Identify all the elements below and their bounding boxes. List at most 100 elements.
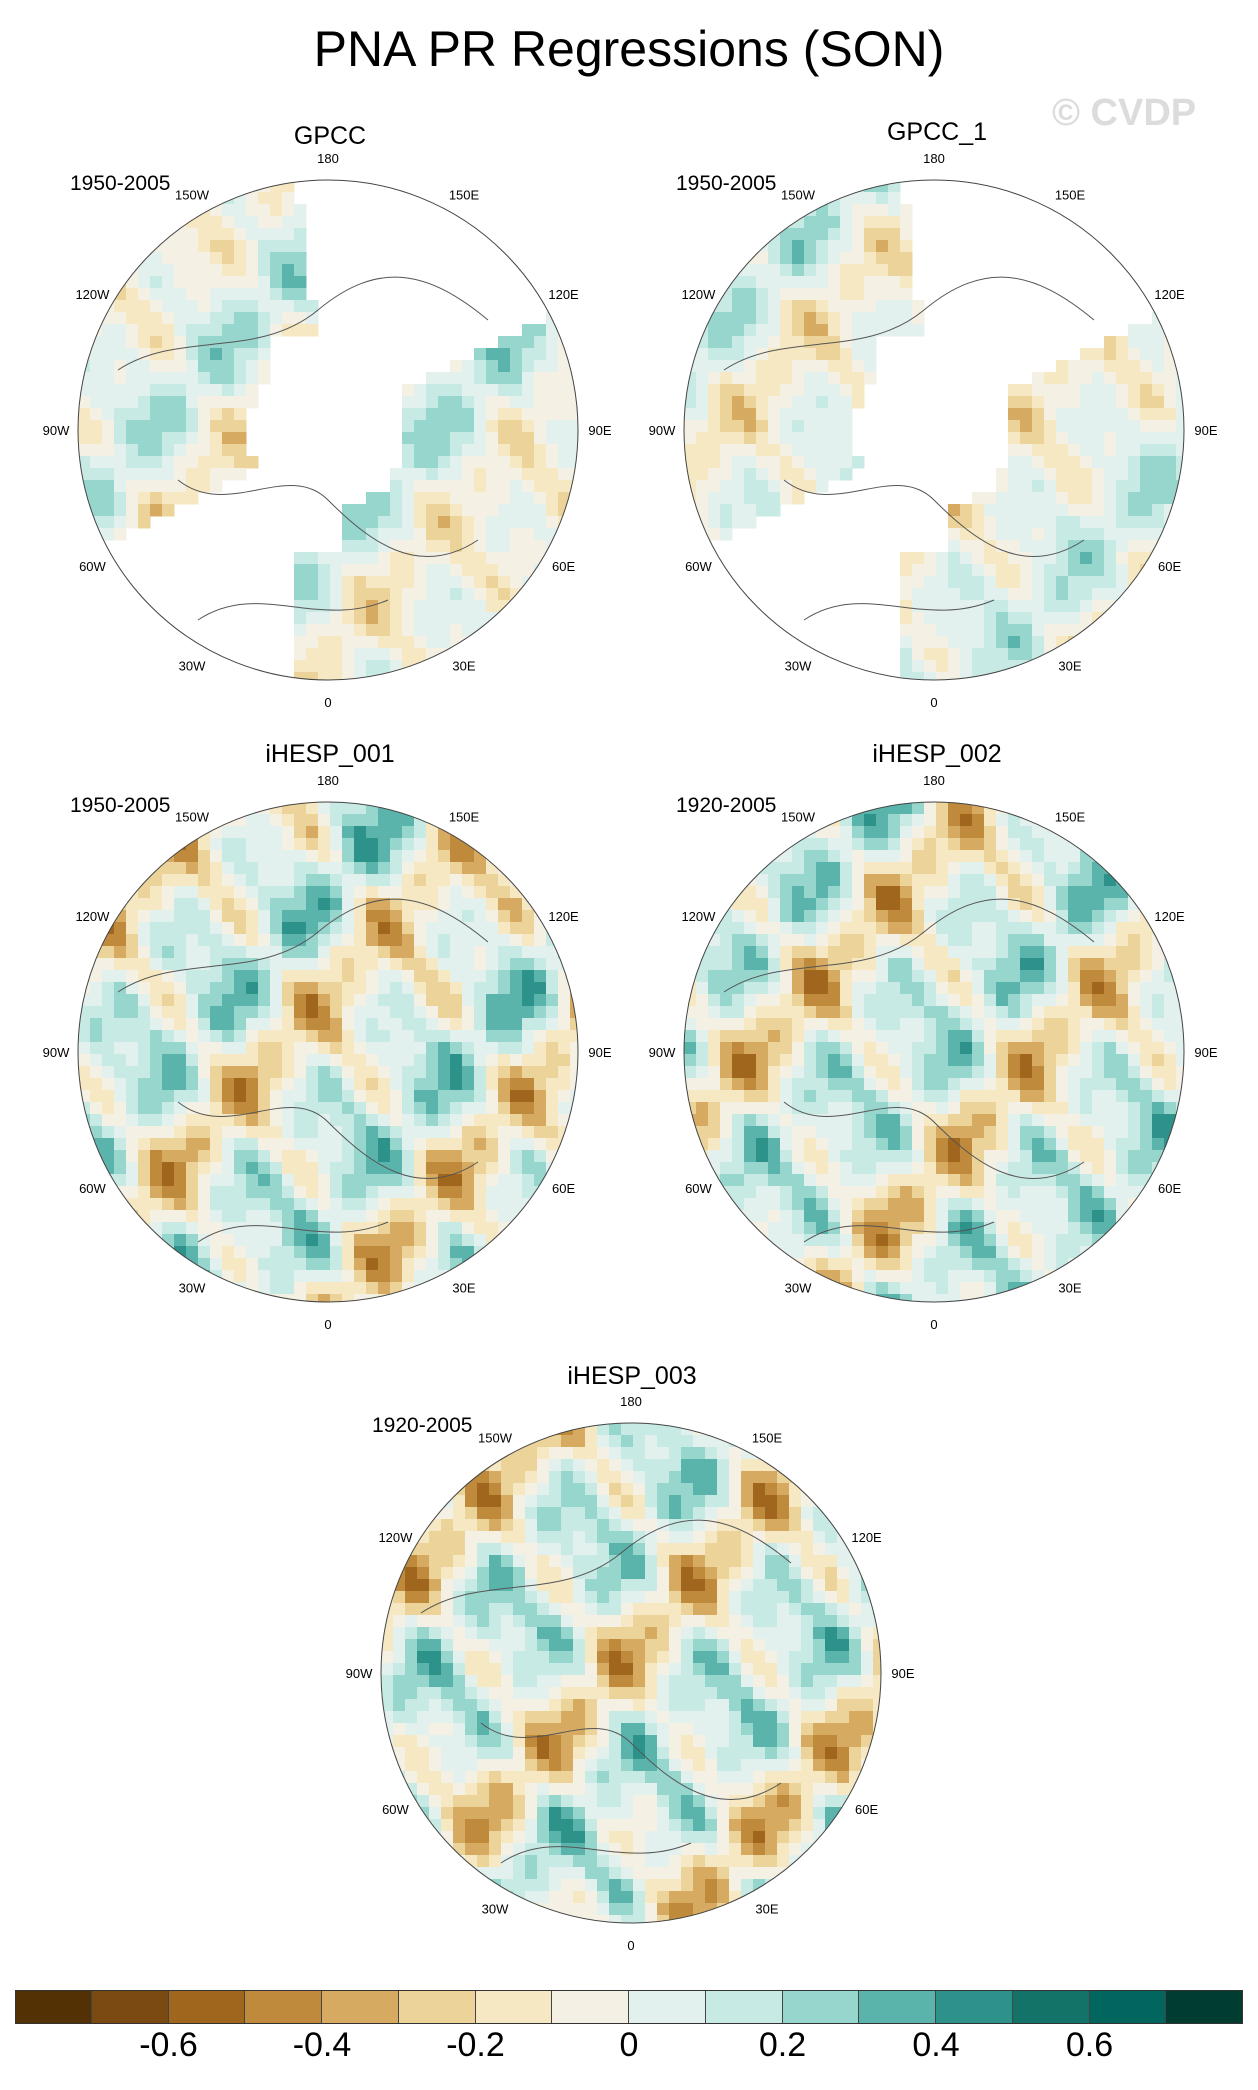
field-cell <box>621 1507 634 1520</box>
field-cell <box>498 1030 511 1043</box>
field-cell <box>1020 444 1033 457</box>
field-cell <box>162 946 175 959</box>
field-cell <box>1056 910 1069 923</box>
field-cell <box>816 994 829 1007</box>
field-cell <box>1128 444 1141 457</box>
field-cell <box>486 456 499 469</box>
field-cell <box>1104 1198 1117 1211</box>
field-cell <box>948 612 961 625</box>
field-cell <box>804 850 817 863</box>
field-cell <box>1008 1006 1021 1019</box>
field-cell <box>948 1054 961 1067</box>
field-cell <box>270 264 283 277</box>
field-cell <box>888 264 901 277</box>
field-cell <box>486 946 499 959</box>
field-cell <box>426 934 439 947</box>
field-cell <box>474 898 487 911</box>
field-cell <box>996 648 1009 661</box>
field-cell <box>1128 540 1141 553</box>
field-cell <box>816 1042 829 1055</box>
field-cell <box>1164 1150 1177 1163</box>
field-cell <box>1056 432 1069 445</box>
field-cell <box>972 528 985 541</box>
field-cell <box>720 516 733 529</box>
field-cell <box>126 1102 139 1115</box>
field-cell <box>768 994 781 1007</box>
field-cell <box>174 1066 187 1079</box>
field-cell <box>342 850 355 863</box>
field-cell <box>876 1150 889 1163</box>
field-cell <box>438 480 451 493</box>
field-cell <box>525 1459 538 1472</box>
field-cell <box>150 1054 163 1067</box>
field-cell <box>558 1054 571 1067</box>
field-cell <box>414 624 427 637</box>
field-cell <box>924 1054 937 1067</box>
field-cell <box>852 814 865 827</box>
field-cell <box>474 612 487 625</box>
field-cell <box>525 1507 538 1520</box>
field-cell <box>924 564 937 577</box>
field-cell <box>402 1042 415 1055</box>
field-cell <box>150 1102 163 1115</box>
field-cell <box>234 802 247 815</box>
field-cell <box>816 324 829 337</box>
field-cell <box>765 1519 778 1532</box>
field-cell <box>1056 420 1069 433</box>
field-cell <box>852 1090 865 1103</box>
field-cell <box>1080 612 1093 625</box>
field-cell <box>258 1198 271 1211</box>
field-cell <box>318 624 331 637</box>
field-cell <box>936 862 949 875</box>
field-cell <box>1116 1186 1129 1199</box>
field-cell <box>948 1126 961 1139</box>
field-cell <box>756 372 769 385</box>
field-cell <box>330 1186 343 1199</box>
field-cell <box>1116 1030 1129 1043</box>
field-cell <box>282 1078 295 1091</box>
field-cell <box>162 1162 175 1175</box>
field-cell <box>366 600 379 613</box>
field-cell <box>174 1042 187 1055</box>
field-cell <box>522 468 535 481</box>
field-cell <box>390 552 403 565</box>
field-cell <box>354 672 367 680</box>
field-cell <box>438 564 451 577</box>
field-cell <box>294 300 307 313</box>
field-cell <box>912 1114 925 1127</box>
field-cell <box>1044 588 1057 601</box>
field-cell <box>852 228 865 241</box>
field-cell <box>306 886 319 899</box>
field-cell <box>1044 372 1057 385</box>
field-cell <box>426 958 439 971</box>
field-cell <box>546 432 559 445</box>
field-cell <box>462 480 475 493</box>
field-cell <box>972 814 985 827</box>
field-cell <box>816 240 829 253</box>
field-cell <box>258 850 271 863</box>
field-cell <box>426 946 439 959</box>
field-cell <box>960 1174 973 1187</box>
field-cell <box>486 1174 499 1187</box>
field-cell <box>354 564 367 577</box>
field-cell <box>222 300 235 313</box>
field-cell <box>390 934 403 947</box>
field-cell <box>696 516 709 529</box>
field-cell <box>78 982 91 995</box>
field-cell <box>354 982 367 995</box>
field-cell <box>570 1042 578 1055</box>
field-cell <box>1044 1078 1057 1091</box>
field-cell <box>996 886 1009 899</box>
field-cell <box>174 1150 187 1163</box>
field-cell <box>282 874 295 887</box>
field-cell <box>756 420 769 433</box>
field-cell <box>1152 396 1165 409</box>
field-cell <box>708 1054 721 1067</box>
field-cell <box>474 636 487 649</box>
field-cell <box>1140 336 1153 349</box>
field-cell <box>222 1102 235 1115</box>
field-cell <box>186 444 199 457</box>
field-cell <box>330 1222 343 1235</box>
field-cell <box>246 1090 259 1103</box>
field-cell <box>522 372 535 385</box>
